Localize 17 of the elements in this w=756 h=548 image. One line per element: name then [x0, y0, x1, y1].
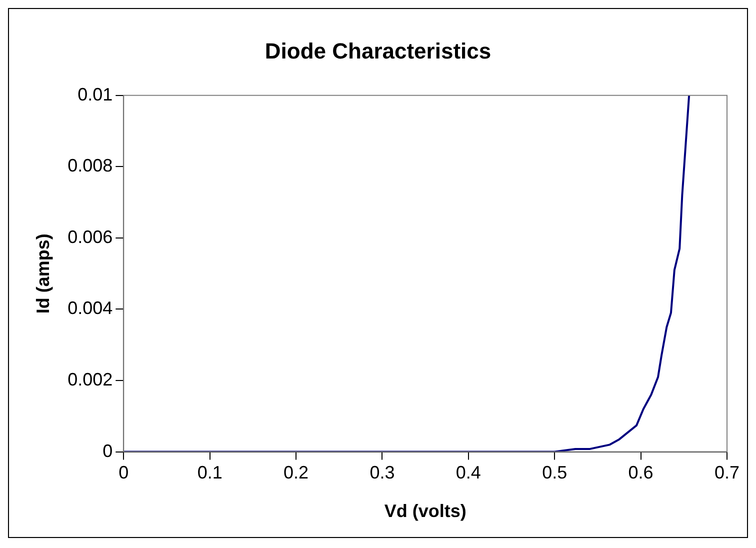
y-tick-label: 0.01 [78, 84, 113, 104]
x-tick-label: 0.6 [628, 462, 654, 483]
chart-title: Diode Characteristics [264, 38, 492, 64]
y-tick-label: 0.006 [68, 226, 113, 247]
x-tick-label: 0.2 [284, 462, 309, 483]
x-tick-label: 0.7 [714, 462, 740, 483]
x-tick-label: 0.4 [456, 462, 481, 483]
y-tick-label: 0 [102, 440, 113, 461]
y-tick-label: 0.008 [68, 156, 113, 176]
y-axis-title: Id (amps) [32, 234, 53, 314]
x-tick-label: 0.1 [197, 462, 222, 483]
x-tick-label: 0.3 [370, 462, 395, 483]
x-tick-label: 0.5 [542, 462, 568, 483]
y-tick-label: 0.004 [68, 298, 113, 318]
y-tick-label: 0.002 [68, 369, 113, 390]
x-axis-title: Vd (volts) [384, 501, 466, 522]
x-tick-label: 0 [118, 462, 129, 483]
